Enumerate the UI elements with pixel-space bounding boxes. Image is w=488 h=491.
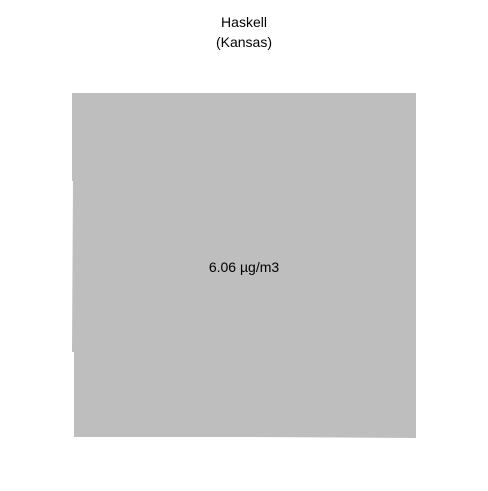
county-name: Haskell	[221, 14, 267, 30]
pollution-value-label: 6.06 µg/m3	[208, 259, 280, 275]
county-shape	[72, 93, 416, 438]
map-title: Haskell (Kansas)	[0, 12, 488, 52]
state-name: (Kansas)	[215, 34, 273, 50]
